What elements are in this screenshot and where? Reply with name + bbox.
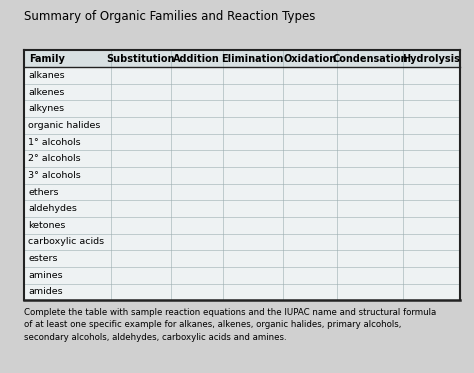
Text: Addition: Addition <box>173 54 220 64</box>
Text: Complete the table with sample reaction equations and the IUPAC name and structu: Complete the table with sample reaction … <box>24 308 436 342</box>
Text: esters: esters <box>28 254 57 263</box>
Text: Hydrolysis: Hydrolysis <box>402 54 460 64</box>
Text: Oxidation: Oxidation <box>283 54 337 64</box>
Text: Family: Family <box>29 54 65 64</box>
Text: amines: amines <box>28 271 63 280</box>
Text: Summary of Organic Families and Reaction Types: Summary of Organic Families and Reaction… <box>24 10 315 23</box>
Text: alkanes: alkanes <box>28 71 64 80</box>
Text: carboxylic acids: carboxylic acids <box>28 238 104 247</box>
Text: Condensation: Condensation <box>332 54 408 64</box>
Text: aldehydes: aldehydes <box>28 204 77 213</box>
Bar <box>24 50 460 300</box>
Bar <box>24 50 460 67</box>
Text: ketones: ketones <box>28 221 65 230</box>
Text: alkenes: alkenes <box>28 88 64 97</box>
Text: 1° alcohols: 1° alcohols <box>28 138 81 147</box>
Text: organic halides: organic halides <box>28 121 100 130</box>
Text: Elimination: Elimination <box>221 54 284 64</box>
Text: Substitution: Substitution <box>107 54 175 64</box>
Text: alkynes: alkynes <box>28 104 64 113</box>
Text: amides: amides <box>28 288 63 297</box>
Text: 3° alcohols: 3° alcohols <box>28 171 81 180</box>
Text: 2° alcohols: 2° alcohols <box>28 154 81 163</box>
Text: ethers: ethers <box>28 188 59 197</box>
